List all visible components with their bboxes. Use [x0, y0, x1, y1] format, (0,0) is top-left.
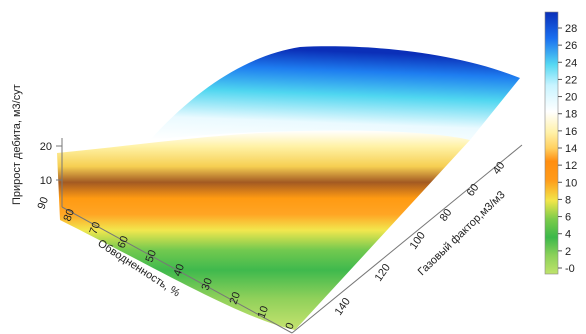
- colorbar-tick-label: 6: [565, 212, 571, 224]
- x-tick-label: 40: [172, 262, 187, 278]
- colorbar-tick-label: 22: [565, 74, 577, 86]
- z-axis-title: Прирост дебита, м3/сут: [11, 84, 23, 205]
- x-tick-label: 50: [144, 248, 159, 264]
- x-tick-label: 20: [228, 290, 243, 306]
- colorbar-tick-label: 10: [565, 177, 577, 189]
- x-axis-line: [61, 206, 293, 334]
- colorbar-tick-label: 16: [565, 126, 577, 138]
- x-ticks: 0 10 20 30 40 50 60 70 80 90: [36, 195, 297, 331]
- colorbar-tick-label: 28: [565, 23, 577, 35]
- z-tick-label: 20: [40, 141, 52, 153]
- z-ticks: 10 20: [40, 141, 62, 187]
- colorbar-tick-label: 8: [565, 194, 571, 206]
- colorbar-tick-label: 4: [565, 229, 571, 241]
- y-axis-title: Газовый фактор,м3/м3: [416, 189, 508, 278]
- x-tick-label: 70: [88, 220, 103, 236]
- z-tick-label: 10: [40, 175, 52, 187]
- colorbar-tick-label: 2: [565, 246, 571, 258]
- x-tick-label: 0: [284, 321, 297, 331]
- y-tick-label: 100: [408, 230, 428, 252]
- colorbar-tick-label: 18: [565, 109, 577, 121]
- colorbar: [544, 11, 559, 275]
- y-tick-label: 40: [491, 160, 508, 177]
- y-tick-label: 140: [333, 296, 353, 318]
- colorbar-tick-label: 26: [565, 40, 577, 52]
- x-tick-label: 80: [62, 207, 77, 223]
- x-tick-label: 30: [200, 276, 215, 292]
- x-tick-label: 90: [36, 195, 51, 211]
- y-axis-line: [291, 144, 523, 334]
- surface-front: [57, 130, 470, 330]
- x-tick-label: 10: [256, 304, 271, 320]
- y-tick-label: 60: [465, 182, 482, 199]
- y-tick-label: 80: [438, 207, 455, 224]
- surface-back: [150, 46, 520, 140]
- colorbar-tick-label: 24: [565, 57, 577, 69]
- colorbar-tick-label: 20: [565, 92, 577, 104]
- colorbar-tick-label: -0: [565, 263, 575, 275]
- x-tick-label: 60: [116, 234, 131, 250]
- colorbar-tick-label: 12: [565, 160, 577, 172]
- colorbar-tick-label: 14: [565, 143, 577, 155]
